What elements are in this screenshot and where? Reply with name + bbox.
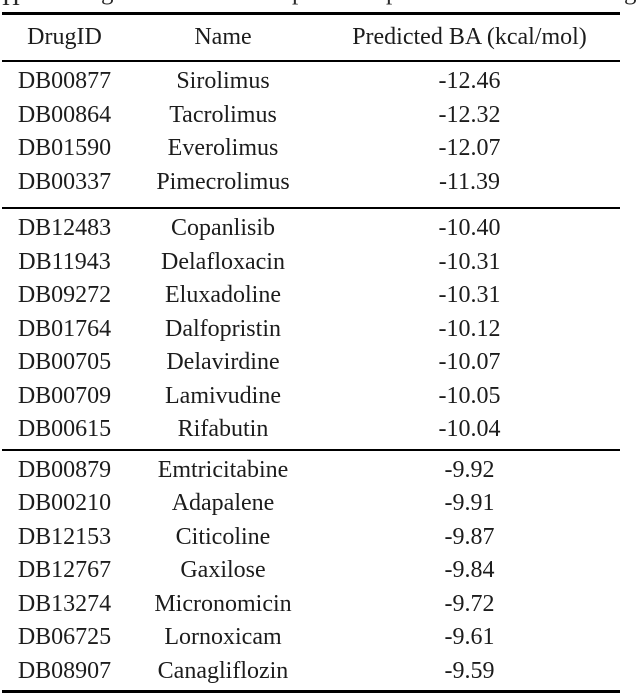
- drug-id-cell: DB00709: [17, 382, 112, 409]
- table-row: DB00210 Adapalene -9.91: [2, 487, 620, 521]
- drug-name-cell: Lornoxicam: [164, 624, 282, 651]
- table-group-3: DB00879 Emtricitabine -9.92 DB00210 Adap…: [0, 451, 640, 691]
- drug-name-cell: Gaxilose: [180, 557, 266, 584]
- ba-value-cell: -10.12: [438, 315, 501, 342]
- ba-value-cell: -11.39: [438, 168, 501, 195]
- drug-id-cell: DB00879: [17, 456, 112, 483]
- drug-name-cell: Adapalene: [171, 490, 275, 517]
- table-row: DB12767 Gaxilose -9.84: [2, 554, 620, 588]
- table-row: DB00709 Lamivudine -10.05: [2, 380, 620, 414]
- drug-name-cell: Everolimus: [167, 135, 279, 162]
- ba-value-cell: -9.91: [444, 490, 495, 517]
- caption-text-fragment: p: [292, 0, 305, 6]
- ba-value-cell: -9.84: [444, 557, 495, 584]
- drug-name-cell: Eluxadoline: [165, 282, 281, 309]
- drug-name-cell: Dalfopristin: [165, 315, 281, 342]
- drug-id-cell: DB00210: [17, 490, 112, 517]
- table-rule-group-divider: [2, 448, 620, 451]
- caption-text-fragment: g: [101, 0, 114, 6]
- caption-text-fragment: g: [624, 0, 637, 6]
- table-row: DB00864 Tacrolimus -12.32: [2, 99, 620, 133]
- drug-id-cell: DB11943: [18, 248, 111, 275]
- ba-value-cell: -10.40: [438, 215, 501, 242]
- drug-name-cell: Copanlisib: [170, 215, 275, 242]
- table-row: DB12483 Copanlisib -10.40: [2, 212, 620, 246]
- ba-value-cell: -10.05: [438, 382, 501, 409]
- table-header-row: DrugID Name Predicted BA (kcal/mol): [2, 15, 620, 60]
- table-row: DB00615 Rifabutin -10.04: [2, 413, 620, 447]
- table-rule-group-divider: [2, 207, 620, 209]
- drug-id-cell: DB06725: [17, 624, 112, 651]
- drug-id-cell: DB00615: [17, 416, 112, 443]
- drug-id-cell: DB12153: [17, 523, 112, 550]
- ba-value-cell: -9.61: [444, 624, 495, 651]
- drug-id-cell: DB00337: [17, 168, 112, 195]
- ba-value-cell: -10.07: [438, 349, 501, 376]
- table-row: DB01764 Dalfopristin -10.12: [2, 313, 620, 347]
- ba-value-cell: -12.32: [438, 101, 501, 128]
- table-row: DB09272 Eluxadoline -10.31: [2, 279, 620, 313]
- caption-text-fragment: H: [2, 0, 20, 12]
- table-row: DB13274 Micronomicin -9.72: [2, 588, 620, 622]
- drug-name-cell: Emtricitabine: [157, 456, 289, 483]
- cropped-caption-line: H g p p g: [0, 0, 640, 12]
- drug-id-cell: DB09272: [17, 282, 112, 309]
- ba-value-cell: -9.72: [444, 590, 495, 617]
- drug-id-cell: DB13274: [17, 590, 112, 617]
- table-row: DB11943 Delafloxacin -10.31: [2, 246, 620, 280]
- drug-id-cell: DB01590: [17, 135, 112, 162]
- drug-id-cell: DB00864: [17, 101, 112, 128]
- table-row: DB00337 Pimecrolimus -11.39: [2, 166, 620, 200]
- table-row: DB00879 Emtricitabine -9.92: [2, 454, 620, 488]
- table-row: DB06725 Lornoxicam -9.61: [2, 621, 620, 655]
- drug-name-cell: Micronomicin: [154, 590, 292, 617]
- table-row: DB01590 Everolimus -12.07: [2, 132, 620, 166]
- caption-text-fragment: p: [386, 0, 399, 6]
- drug-name-cell: Tacrolimus: [169, 101, 277, 128]
- table-row: DB00705 Delavirdine -10.07: [2, 346, 620, 380]
- drug-id-cell: DB00705: [17, 349, 112, 376]
- table-row: DB00877 Sirolimus -12.46: [2, 65, 620, 99]
- table-row: DB12153 Citicoline -9.87: [2, 521, 620, 555]
- drug-name-cell: Rifabutin: [177, 416, 269, 443]
- drug-name-cell: Delavirdine: [166, 349, 280, 376]
- drug-id-cell: DB12767: [17, 557, 112, 584]
- ba-value-cell: -12.07: [438, 135, 501, 162]
- column-header-drugid: DrugID: [27, 24, 102, 50]
- ba-value-cell: -9.92: [444, 456, 495, 483]
- ba-value-cell: -9.59: [444, 657, 495, 684]
- drug-name-cell: Delafloxacin: [161, 248, 285, 275]
- drug-name-cell: Sirolimus: [176, 68, 270, 95]
- ba-value-cell: -10.31: [438, 248, 501, 275]
- column-header-predicted-ba: Predicted BA (kcal/mol): [352, 24, 587, 50]
- table-rule-below-header: [2, 60, 620, 62]
- table-row: DB08907 Canagliflozin -9.59: [2, 655, 620, 689]
- drug-name-cell: Canagliflozin: [157, 657, 289, 684]
- drug-name-cell: Lamivudine: [165, 382, 281, 409]
- column-header-name: Name: [194, 24, 252, 50]
- table-group-2: DB12483 Copanlisib -10.40 DB11943 Delafl…: [0, 209, 640, 449]
- ba-value-cell: -12.46: [438, 68, 501, 95]
- table-rule-top: [2, 12, 620, 15]
- table-rule-bottom: [2, 690, 620, 693]
- drug-id-cell: DB00877: [17, 68, 112, 95]
- table-group-1: DB00877 Sirolimus -12.46 DB00864 Tacroli…: [0, 62, 640, 207]
- drug-id-cell: DB01764: [17, 315, 112, 342]
- drug-name-cell: Pimecrolimus: [156, 168, 290, 195]
- drug-id-cell: DB08907: [17, 657, 112, 684]
- ba-value-cell: -10.04: [438, 416, 501, 443]
- ba-value-cell: -10.31: [438, 282, 501, 309]
- ba-value-cell: -9.87: [444, 523, 495, 550]
- drug-name-cell: Citicoline: [175, 523, 271, 550]
- drug-id-cell: DB12483: [17, 215, 112, 242]
